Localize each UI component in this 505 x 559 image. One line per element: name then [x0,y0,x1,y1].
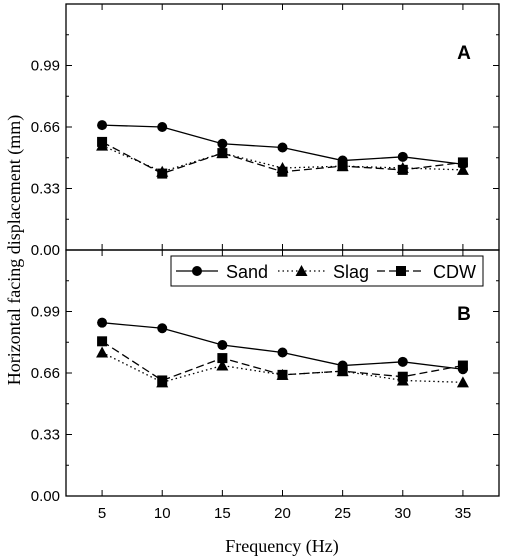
panel-b: 0.00 0.33 0.66 0.99 [31,250,499,505]
panel-b-y-tick-label: 0.99 [31,304,60,321]
panel-b-label: B [457,304,471,325]
panel-b-y-tick-label: 0.66 [31,365,60,382]
panel-a-series-sand-point [157,122,168,132]
panel-a-y-tick-label: 0.33 [31,181,60,198]
panel-a-series-cdw-point [157,168,168,179]
panel-b-series-cdw-point [337,366,348,377]
panel-b-series-cdw-point [457,360,468,371]
panel-b-series-sand-line [102,322,463,370]
y-axis-title: Horizontal facing displacement (mm) [4,115,25,385]
panel-a-series-cdw-point [97,136,108,147]
panel-b-series-slag-point [96,346,109,358]
panel-a-series-cdw-point [337,161,348,172]
legend-label-sand: Sand [226,262,268,282]
panel-a-series-slag-point [456,163,469,175]
panel-b-series-sand-point [157,323,168,334]
panel-a-y-tick-label: 0.99 [31,58,60,75]
x-tick-label: 35 [455,505,472,522]
x-tick-label: 15 [214,505,231,522]
legend-label-cdw: CDW [433,262,476,282]
panel-a: 0.00 0.33 0.66 0.99 [31,4,499,259]
x-tick-label: 25 [334,505,351,522]
panel-b-series-sand-point [397,356,408,367]
panel-b-series-cdw-point [97,336,108,347]
legend-marker-slag [295,265,308,276]
panel-a-series-cdw-point [277,166,288,177]
panel-a-series-sand-point [97,120,108,131]
panel-b-y-tick-label: 0.00 [31,488,60,505]
x-axis: 5 10 15 20 25 30 35 [98,505,471,522]
x-tick-label: 10 [154,505,171,522]
panel-b-series-slag-point [216,359,229,371]
panel-b-series-cdw-point [157,375,168,386]
panel-b-series-sand-point [97,317,108,328]
panel-a-y-tick-label: 0.66 [31,119,60,136]
legend-label-slag: Slag [333,262,369,282]
panel-b-series-sand-point [277,347,288,358]
panel-a-series-cdw-point [457,157,468,168]
panel-b-series-cdw-point [277,369,288,380]
panel-b-series-sand-point [217,340,228,351]
legend-box [170,255,484,287]
panel-b-series-slag-point [456,376,469,388]
legend-marker-sand [192,266,202,276]
panel-a-frame [65,3,500,251]
x-tick-label: 20 [274,505,291,522]
panel-a-series-sand-point [217,138,228,149]
panel-b-y-tick-label: 0.33 [31,427,60,444]
x-tick-label: 30 [394,505,411,522]
panel-b-series-cdw-point [217,353,228,364]
panel-a-label: A [457,43,471,64]
panel-a-series-sand-point [277,142,288,153]
panel-a-series-sand-point [397,151,408,162]
panel-a-series-cdw-point [397,164,408,175]
panel-a-y-tick-label: 0.00 [31,242,60,259]
legend: Sand Slag CDW [170,255,484,287]
legend-marker-cdw [396,266,406,276]
panel-b-series-cdw-point [397,371,408,382]
panel-a-series-cdw-point [217,148,228,159]
x-tick-label: 5 [98,505,106,522]
x-axis-title: Frequency (Hz) [225,536,338,557]
